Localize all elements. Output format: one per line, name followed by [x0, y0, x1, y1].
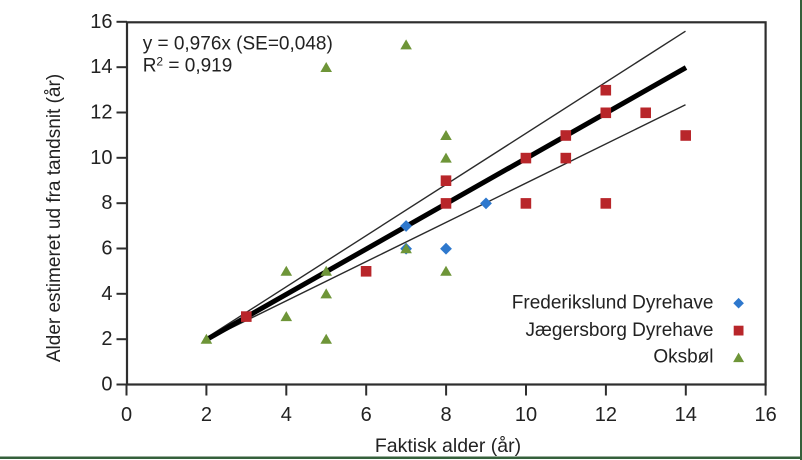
- svg-text:Oksbøl: Oksbøl: [653, 347, 713, 368]
- svg-text:12: 12: [90, 102, 112, 124]
- svg-text:0: 0: [121, 404, 132, 426]
- svg-text:14: 14: [90, 56, 112, 78]
- svg-text:8: 8: [101, 192, 112, 214]
- svg-text:Alder estimeret ud fra tandsni: Alder estimeret ud fra tandsnit (år): [44, 74, 65, 362]
- svg-text:6: 6: [361, 404, 372, 426]
- svg-text:y = 0,976x (SE=0,048): y = 0,976x (SE=0,048): [143, 34, 333, 55]
- svg-text:Faktisk alder (år): Faktisk alder (år): [375, 435, 521, 457]
- svg-text:16: 16: [90, 11, 112, 33]
- svg-text:10: 10: [515, 404, 537, 426]
- svg-text:4: 4: [101, 283, 112, 305]
- svg-text:Frederikslund Dyrehave: Frederikslund Dyrehave: [512, 293, 714, 314]
- svg-text:12: 12: [595, 404, 617, 426]
- svg-text:4: 4: [281, 404, 292, 426]
- svg-text:14: 14: [675, 404, 697, 426]
- svg-text:8: 8: [441, 404, 452, 426]
- svg-text:R2 = 0,919: R2 = 0,919: [143, 55, 233, 77]
- svg-text:6: 6: [101, 238, 112, 260]
- svg-text:Jægersborg Dyrehave: Jægersborg Dyrehave: [526, 320, 714, 341]
- svg-text:2: 2: [201, 404, 212, 426]
- svg-text:0: 0: [101, 374, 112, 396]
- svg-text:10: 10: [90, 147, 112, 169]
- svg-text:2: 2: [101, 328, 112, 350]
- svg-text:16: 16: [754, 404, 776, 426]
